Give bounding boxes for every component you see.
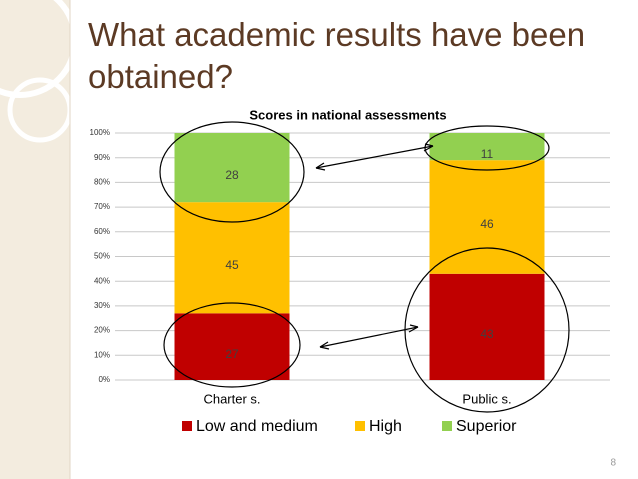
legend-swatch bbox=[355, 421, 365, 431]
bar-segment bbox=[429, 273, 545, 380]
data-label: 27 bbox=[225, 347, 239, 361]
y-tick-label: 0% bbox=[98, 375, 110, 384]
arrow-head bbox=[315, 143, 434, 171]
data-label: 11 bbox=[481, 147, 494, 161]
y-tick-label: 60% bbox=[94, 227, 110, 236]
data-label: 46 bbox=[480, 217, 494, 231]
y-tick-label: 80% bbox=[94, 178, 110, 187]
arrow-head bbox=[319, 324, 419, 350]
arrow bbox=[315, 145, 434, 169]
legend-label: Superior bbox=[456, 418, 517, 435]
bar-segment bbox=[174, 313, 290, 380]
chart-title: Scores in national assessments bbox=[249, 107, 446, 122]
legend-swatch bbox=[442, 421, 452, 431]
side-strip bbox=[0, 0, 70, 479]
highlight-ellipse bbox=[163, 302, 301, 388]
y-tick-label: 50% bbox=[94, 252, 110, 261]
legend-label: High bbox=[369, 418, 402, 435]
legend-label: Low and medium bbox=[196, 418, 318, 435]
bar-segment bbox=[429, 160, 545, 274]
annotations bbox=[159, 121, 570, 413]
y-tick-label: 30% bbox=[94, 301, 110, 310]
data-label: 45 bbox=[225, 258, 239, 272]
y-tick-label: 70% bbox=[94, 202, 110, 211]
arrow bbox=[319, 326, 419, 348]
highlight-ellipse bbox=[159, 121, 305, 223]
deco-circle bbox=[0, 0, 78, 98]
x-tick-label: Charter s. bbox=[203, 391, 260, 406]
y-tick-label: 100% bbox=[90, 128, 110, 137]
bar-segment bbox=[174, 202, 290, 314]
y-tick-label: 90% bbox=[94, 153, 110, 162]
x-tick-label: Public s. bbox=[462, 391, 511, 406]
plot: 0% 10% 20% 30% 40% 50% 60% 70% 80% 90% 100% Charter… bbox=[90, 128, 610, 406]
y-tick-label: 20% bbox=[94, 326, 110, 335]
page-number: 8 bbox=[610, 458, 616, 469]
data-label: 43 bbox=[480, 327, 494, 341]
data-label: 28 bbox=[225, 168, 239, 182]
side-decoration bbox=[0, 0, 78, 479]
legend-swatch bbox=[182, 421, 192, 431]
bar-segment bbox=[429, 133, 545, 161]
bar-segment bbox=[174, 133, 290, 203]
slide-title: What academic results have been obtained… bbox=[88, 16, 586, 95]
y-tick-label: 40% bbox=[94, 276, 110, 285]
y-tick-label: 10% bbox=[94, 350, 110, 359]
